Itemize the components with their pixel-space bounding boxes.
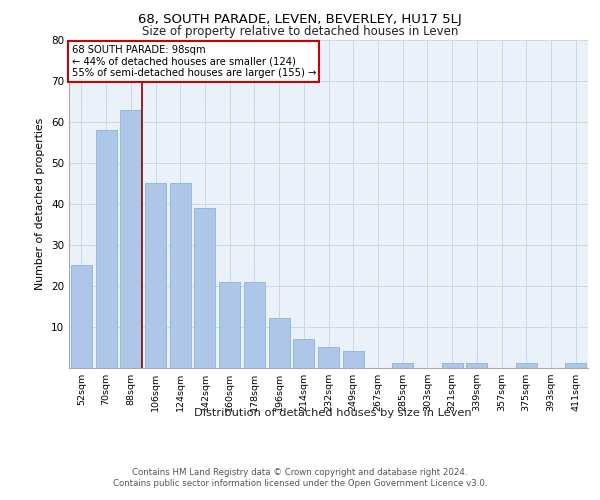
Bar <box>466 364 487 368</box>
Y-axis label: Number of detached properties: Number of detached properties <box>35 118 46 290</box>
Bar <box>219 282 240 368</box>
Bar <box>269 318 290 368</box>
Bar <box>170 184 191 368</box>
Text: 68 SOUTH PARADE: 98sqm
← 44% of detached houses are smaller (124)
55% of semi-de: 68 SOUTH PARADE: 98sqm ← 44% of detached… <box>71 45 316 78</box>
Bar <box>244 282 265 368</box>
Text: Distribution of detached houses by size in Leven: Distribution of detached houses by size … <box>194 408 472 418</box>
Text: 68, SOUTH PARADE, LEVEN, BEVERLEY, HU17 5LJ: 68, SOUTH PARADE, LEVEN, BEVERLEY, HU17 … <box>138 12 462 26</box>
Bar <box>71 265 92 368</box>
Bar <box>343 351 364 368</box>
Text: Size of property relative to detached houses in Leven: Size of property relative to detached ho… <box>142 25 458 38</box>
Bar <box>565 364 586 368</box>
Bar <box>194 208 215 368</box>
Bar <box>516 364 537 368</box>
Text: Contains HM Land Registry data © Crown copyright and database right 2024.
Contai: Contains HM Land Registry data © Crown c… <box>113 468 487 487</box>
Bar <box>293 339 314 368</box>
Bar <box>145 184 166 368</box>
Bar <box>95 130 116 368</box>
Bar <box>120 110 141 368</box>
Bar <box>392 364 413 368</box>
Bar <box>442 364 463 368</box>
Bar <box>318 347 339 368</box>
